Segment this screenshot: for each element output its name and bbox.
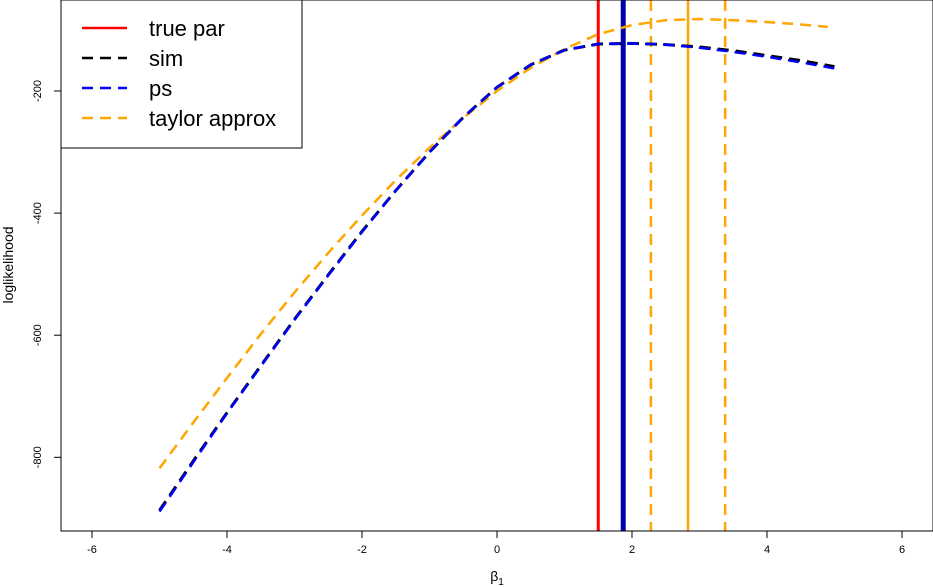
y-tick-label: -400 xyxy=(32,202,44,224)
x-tick-label: 6 xyxy=(899,544,905,556)
x-axis-label-subscript: 1 xyxy=(498,577,504,587)
x-tick-label: 4 xyxy=(764,544,770,556)
legend-label: sim xyxy=(149,46,183,71)
legend-label: ps xyxy=(149,76,172,101)
series-line-ps xyxy=(158,42,835,513)
legend: true par sim ps taylor approx xyxy=(60,0,303,149)
legend-box xyxy=(60,0,303,149)
x-axis: -6 -4 -2 0 2 4 6 xyxy=(87,531,905,556)
y-tick-label: -800 xyxy=(32,446,44,468)
y-tick-label: -200 xyxy=(32,80,44,102)
y-axis-label: loglikelihood xyxy=(0,226,16,303)
x-axis-label: β1 xyxy=(490,568,504,587)
y-axis: -200 -400 -600 -800 xyxy=(32,80,61,468)
legend-label: taylor approx xyxy=(149,106,276,131)
y-tick-label: -600 xyxy=(32,324,44,346)
x-tick-label: -2 xyxy=(357,544,367,556)
x-axis-label-main: β xyxy=(490,568,498,584)
x-tick-label: 2 xyxy=(629,544,635,556)
x-tick-label: -6 xyxy=(87,544,97,556)
plot-area xyxy=(158,0,835,531)
series-line-taylor-approx xyxy=(158,17,828,470)
legend-label: true par xyxy=(149,16,225,41)
x-tick-label: 0 xyxy=(494,544,500,556)
x-tick-label: -4 xyxy=(222,544,232,556)
